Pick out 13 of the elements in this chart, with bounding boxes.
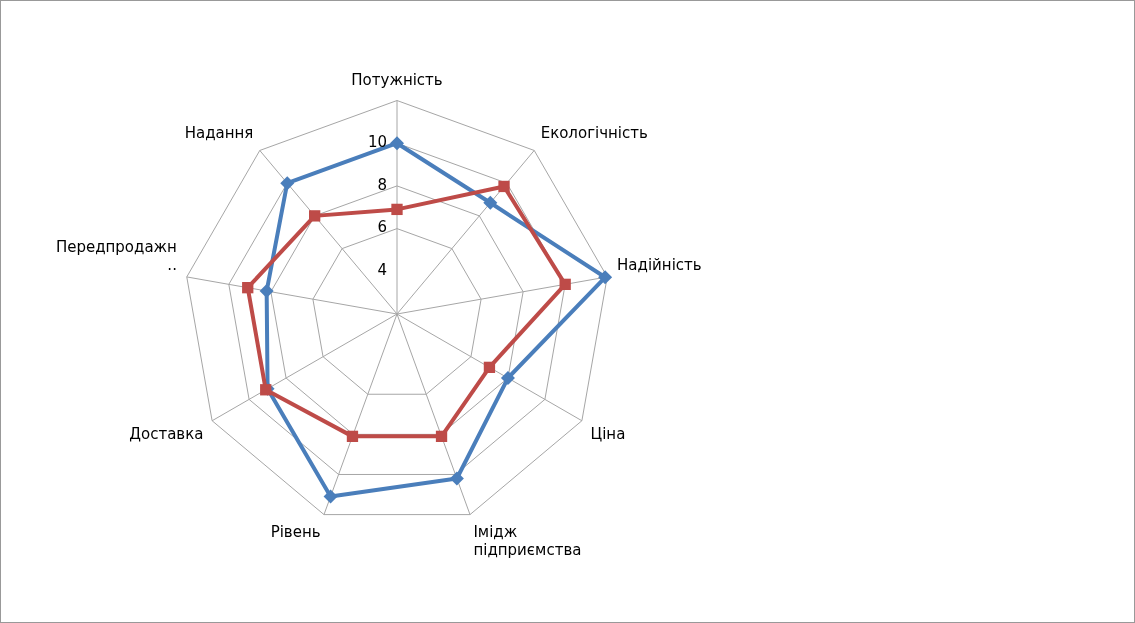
y-tick-label: 6 [377,218,387,237]
spoke-label: Надійність [617,256,702,275]
spoke-label: Рівень [270,522,321,541]
spoke-label: Надання [184,123,254,142]
spoke-label: Ціна [590,424,626,443]
spoke-label: Імідж підприємства [473,522,582,559]
y-tick-label: 10 [367,133,387,152]
y-tick-label: 8 [377,175,387,194]
spoke-label: Доставка [129,424,204,443]
spoke-label: Екологічність [540,123,648,142]
spoke-label: Потужність [351,71,443,90]
spoke-label: Передпродажн .. [55,238,177,275]
y-tick-label: 4 [377,261,387,280]
